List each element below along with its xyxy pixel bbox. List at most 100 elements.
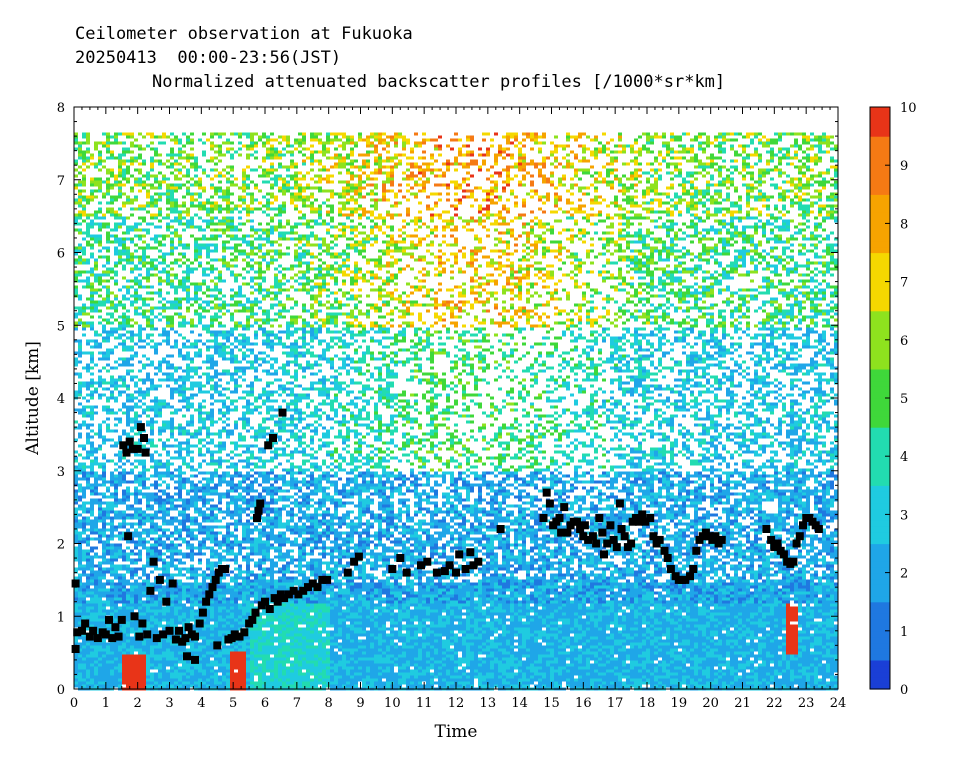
cloud-base-point bbox=[560, 503, 568, 511]
y-tick-label: 4 bbox=[57, 392, 65, 407]
cloud-base-point bbox=[191, 633, 199, 641]
cloud-base-point bbox=[543, 489, 551, 497]
cloud-base-point bbox=[433, 569, 441, 577]
cloud-base-point bbox=[692, 547, 700, 555]
x-tick-label: 11 bbox=[416, 696, 433, 711]
cloud-base-point bbox=[474, 558, 482, 566]
colorbar-tick-label: 10 bbox=[900, 101, 917, 116]
cloud-base-point bbox=[540, 514, 548, 522]
cloud-base-point bbox=[815, 525, 823, 533]
cloud-base-point bbox=[205, 590, 213, 598]
cloud-base-point bbox=[774, 540, 782, 548]
colorbar-tick-label: 2 bbox=[900, 567, 908, 582]
x-tick-label: 13 bbox=[480, 696, 497, 711]
colorbar-tick-label: 6 bbox=[900, 334, 908, 349]
cloud-base-point bbox=[592, 540, 600, 548]
y-axis-label: Altitude [km] bbox=[23, 341, 43, 456]
cloud-base-point bbox=[455, 550, 463, 558]
x-tick-label: 9 bbox=[356, 696, 364, 711]
x-tick-label: 15 bbox=[543, 696, 560, 711]
cloud-base-point bbox=[72, 580, 80, 588]
cloud-base-point bbox=[213, 641, 221, 649]
x-tick-label: 4 bbox=[197, 696, 205, 711]
x-tick-label: 1 bbox=[102, 696, 110, 711]
cloud-base-point bbox=[72, 645, 80, 653]
cloud-base-point bbox=[546, 500, 554, 508]
cloud-base-point bbox=[202, 598, 210, 606]
cloud-base-point bbox=[279, 409, 287, 417]
cloud-base-point bbox=[212, 576, 220, 584]
cloud-base-point bbox=[252, 609, 260, 617]
cloud-base-point bbox=[600, 550, 608, 558]
cloud-base-point bbox=[610, 536, 618, 544]
cloud-base-point bbox=[256, 500, 264, 508]
cloud-base-point bbox=[452, 569, 460, 577]
cloud-base-point bbox=[150, 558, 158, 566]
cloud-base-point bbox=[248, 616, 256, 624]
x-tick-label: 3 bbox=[165, 696, 173, 711]
x-tick-label: 20 bbox=[702, 696, 719, 711]
cloud-base-point bbox=[598, 529, 606, 537]
x-tick-label: 10 bbox=[384, 696, 401, 711]
cloud-base-point bbox=[618, 525, 626, 533]
cloud-base-point bbox=[105, 616, 113, 624]
cloud-base-point bbox=[183, 652, 191, 660]
x-tick-label: 14 bbox=[511, 696, 528, 711]
x-tick-label: 16 bbox=[575, 696, 592, 711]
x-tick-label: 23 bbox=[798, 696, 815, 711]
cloud-base-point bbox=[323, 576, 331, 584]
cloud-base-point bbox=[497, 525, 505, 533]
y-tick-label: 6 bbox=[57, 247, 65, 262]
cloud-base-point bbox=[166, 627, 174, 635]
cloud-base-point bbox=[261, 598, 269, 606]
cloud-base-point bbox=[799, 521, 807, 529]
cloud-base-point bbox=[126, 438, 134, 446]
cloud-base-point bbox=[156, 576, 164, 584]
cloud-base-point bbox=[403, 569, 411, 577]
cloud-base-point bbox=[423, 558, 431, 566]
x-tick-label: 17 bbox=[607, 696, 624, 711]
cloud-base-point bbox=[111, 623, 119, 631]
cloud-base-point bbox=[762, 525, 770, 533]
cloud-base-point bbox=[789, 558, 797, 566]
colorbar-tick-label: 7 bbox=[900, 276, 908, 291]
x-tick-label: 7 bbox=[293, 696, 301, 711]
y-tick-label: 8 bbox=[57, 101, 65, 116]
colorbar-tick-label: 3 bbox=[900, 508, 908, 523]
y-tick-label: 7 bbox=[57, 174, 65, 189]
x-tick-label: 21 bbox=[734, 696, 751, 711]
colorbar-tick-label: 1 bbox=[900, 625, 908, 640]
x-tick-label: 19 bbox=[671, 696, 688, 711]
cloud-base-point bbox=[466, 548, 474, 556]
colorbar-tick-label: 9 bbox=[900, 159, 908, 174]
cloud-base-point bbox=[780, 550, 788, 558]
cloud-base-point bbox=[199, 609, 207, 617]
cloud-base-point bbox=[134, 445, 142, 453]
cloud-base-point bbox=[255, 507, 263, 515]
x-tick-label: 0 bbox=[70, 696, 78, 711]
cloud-base-point bbox=[656, 536, 664, 544]
y-tick-label: 2 bbox=[57, 538, 65, 553]
cloud-base-point bbox=[138, 620, 146, 628]
cloud-base-point bbox=[344, 569, 352, 577]
cloud-base-point bbox=[269, 434, 277, 442]
cloud-base-point bbox=[196, 620, 204, 628]
cloud-base-point bbox=[627, 540, 635, 548]
cloud-base-point bbox=[718, 536, 726, 544]
y-tick-label: 1 bbox=[57, 610, 65, 625]
y-tick-label: 3 bbox=[57, 465, 65, 480]
cloud-base-point bbox=[135, 633, 143, 641]
cloud-base-point bbox=[646, 514, 654, 522]
x-tick-label: 5 bbox=[229, 696, 237, 711]
cloud-base-point bbox=[563, 529, 571, 537]
cloud-base-point bbox=[314, 583, 322, 591]
cloud-base-point bbox=[796, 532, 804, 540]
cloud-base-point bbox=[689, 565, 697, 573]
cloud-base-point bbox=[253, 514, 261, 522]
cloud-base-point bbox=[266, 605, 274, 613]
x-tick-label: 8 bbox=[325, 696, 333, 711]
cloud-base-point bbox=[446, 561, 454, 569]
cloud-base-point bbox=[209, 583, 217, 591]
cloud-base-point bbox=[143, 630, 151, 638]
